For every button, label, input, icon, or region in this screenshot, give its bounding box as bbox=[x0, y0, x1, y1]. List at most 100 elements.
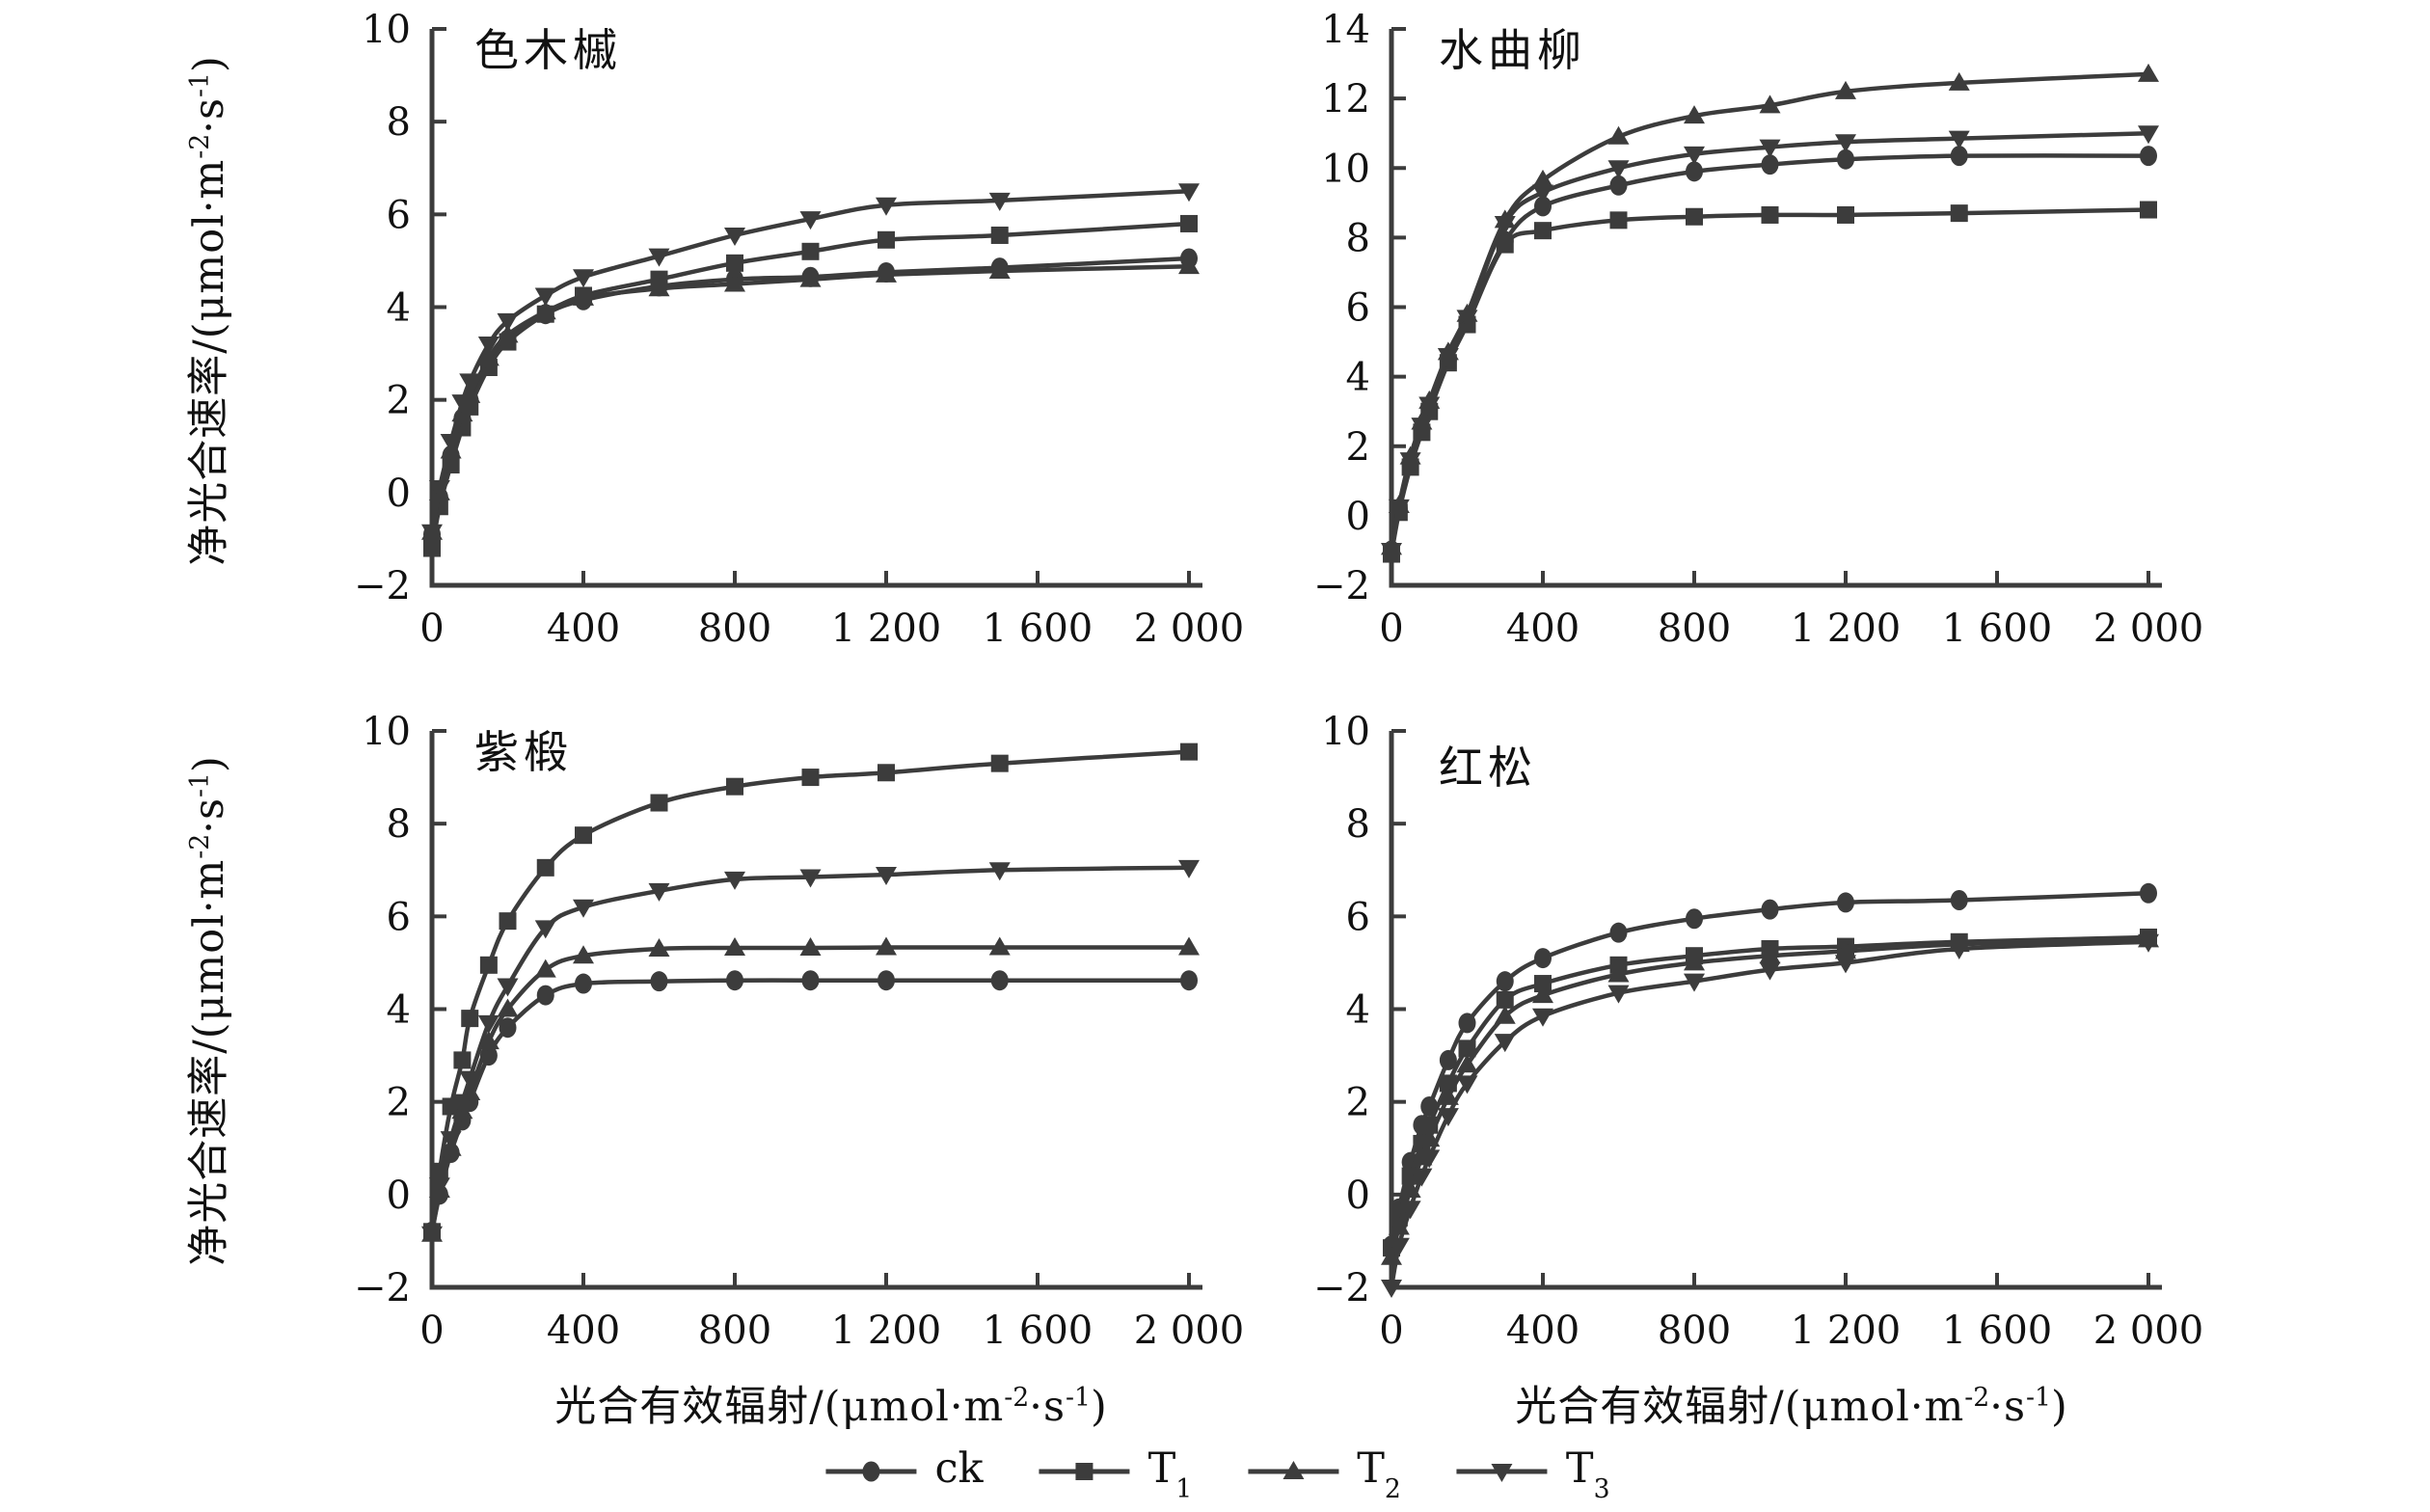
x-axis-label-right: 光合有效辐射/(μmol·m-2·s-1) bbox=[1515, 1373, 2068, 1433]
axis-lines bbox=[429, 731, 1202, 1290]
x-tick-label: 0 bbox=[419, 1309, 444, 1353]
triangle-down-marker-icon bbox=[440, 1131, 462, 1150]
triangle-down-marker-icon bbox=[428, 1177, 450, 1197]
square-marker-icon bbox=[990, 754, 1009, 772]
triangle-up-marker-icon bbox=[573, 945, 594, 964]
x-tick-label: 1 200 bbox=[831, 1309, 942, 1353]
legend-item-ck: ck bbox=[824, 1444, 984, 1498]
circle-marker-icon bbox=[1686, 908, 1703, 930]
y-tick-label: 8 bbox=[387, 802, 411, 847]
circle-marker-icon bbox=[1950, 146, 1968, 167]
x-tick-label: 1 600 bbox=[1942, 607, 2053, 651]
legend-label-t3: T3 bbox=[1565, 1444, 1610, 1505]
triangle-down-marker-icon bbox=[648, 248, 670, 267]
triangle-down-marker-icon bbox=[2138, 125, 2159, 145]
triangle-down-marker-icon bbox=[421, 1226, 443, 1245]
square-marker-icon bbox=[1458, 1040, 1476, 1058]
triangle-down-marker-icon bbox=[459, 373, 481, 392]
triangle-down-marker-icon bbox=[459, 1070, 481, 1090]
y-tick-label: 10 bbox=[1321, 710, 1370, 754]
x-axis-label-text: ·s bbox=[1989, 1383, 2027, 1431]
triangle-down-marker-icon bbox=[477, 336, 500, 355]
legend-item-t2: T2 bbox=[1246, 1444, 1401, 1504]
triangle-down-marker-icon bbox=[799, 869, 822, 888]
triangle-up-marker-icon bbox=[477, 1031, 500, 1050]
x-tick-label: 400 bbox=[547, 1309, 620, 1353]
square-marker-icon bbox=[801, 242, 820, 260]
y-tick-label: 10 bbox=[362, 8, 411, 52]
square-marker-icon bbox=[499, 912, 517, 931]
triangle-up-marker-icon bbox=[724, 937, 745, 957]
circle-marker-icon bbox=[1180, 970, 1198, 991]
triangle-down-marker-icon bbox=[724, 871, 745, 890]
x-tick-label: 0 bbox=[1379, 1309, 1403, 1353]
triangle-up-marker-icon bbox=[1684, 952, 1705, 971]
y-tick-label: 0 bbox=[1346, 1174, 1370, 1218]
triangle-down-marker-icon bbox=[477, 1014, 500, 1034]
triangle-down-marker-icon bbox=[440, 433, 462, 452]
circle-marker-icon bbox=[878, 970, 895, 991]
y-axis-label-text: 净光合速率/(μmol·m bbox=[185, 158, 233, 566]
triangle-down-marker-icon bbox=[724, 227, 745, 246]
y-tick-label: 6 bbox=[1346, 286, 1370, 331]
x-tick-label: 2 000 bbox=[1134, 1309, 1245, 1353]
x-tick-label: 0 bbox=[1379, 607, 1403, 651]
y-tick-label: 2 bbox=[387, 1081, 411, 1125]
y-tick-label: 10 bbox=[362, 710, 411, 754]
triangle-up-marker-icon bbox=[1532, 169, 1553, 188]
y-axis-label-bottom: 净光合速率/(μmol·m-2·s-1) bbox=[176, 755, 235, 1266]
square-marker-icon bbox=[1609, 211, 1628, 230]
y-axis-label-text: ·s bbox=[185, 96, 233, 134]
circle-marker-icon bbox=[1837, 148, 1854, 170]
triangle-down-marker-icon bbox=[1411, 418, 1433, 437]
triangle-down-marker-icon bbox=[451, 394, 473, 414]
triangle-down-marker-icon bbox=[1835, 134, 1856, 153]
triangle-up-marker-icon bbox=[573, 286, 594, 306]
triangle-down-marker-icon bbox=[1411, 1168, 1433, 1187]
square-marker-icon bbox=[1180, 214, 1198, 232]
triangle-down-marker-icon bbox=[648, 882, 670, 902]
square-marker-icon bbox=[536, 858, 554, 877]
triangle-down-marker-icon bbox=[876, 867, 897, 886]
triangle-down-marker-icon bbox=[1607, 985, 1630, 1004]
x-tick-label: 400 bbox=[1506, 1309, 1580, 1353]
triangle-down-marker-icon bbox=[1418, 1149, 1441, 1169]
y-tick-label: 8 bbox=[387, 100, 411, 145]
triangle-up-marker-icon bbox=[497, 324, 519, 343]
y-tick-label: −2 bbox=[1313, 564, 1370, 608]
x-tick-label: 800 bbox=[698, 1309, 771, 1353]
circle-marker-icon bbox=[1439, 1049, 1457, 1070]
x-tick-label: 1 200 bbox=[1791, 607, 1902, 651]
y-tick-label: 4 bbox=[1346, 988, 1370, 1033]
x-tick-label: 1 600 bbox=[983, 1309, 1094, 1353]
triangle-up-marker-icon bbox=[2138, 63, 2159, 82]
square-marker-icon bbox=[2140, 201, 2157, 219]
triangle-up-marker-icon bbox=[1178, 936, 1200, 956]
x-tick-label: 1 200 bbox=[831, 607, 942, 651]
circle-marker-icon bbox=[1686, 161, 1703, 182]
x-axis-label-text: ·s bbox=[1029, 1383, 1066, 1431]
x-axis-label-text: ) bbox=[1090, 1383, 1108, 1431]
triangle-up-marker-icon bbox=[1684, 105, 1705, 124]
triangle-down-marker-icon bbox=[1456, 1463, 1548, 1482]
triangle-up-marker-icon bbox=[1607, 963, 1630, 983]
triangle-up-marker-icon bbox=[1178, 256, 1200, 275]
y-tick-label: 6 bbox=[1346, 895, 1370, 939]
triangle-up-marker-icon bbox=[1248, 1460, 1339, 1479]
circle-marker-icon bbox=[990, 970, 1009, 991]
y-axis-label-superscript: -1 bbox=[185, 72, 216, 97]
triangle-up-marker-icon bbox=[648, 937, 670, 957]
curve-T3 bbox=[429, 865, 1190, 1235]
square-marker-icon bbox=[1837, 205, 1854, 224]
triangle-down-marker-icon bbox=[988, 862, 1011, 881]
subplot-title-mono-maple: 色木槭 bbox=[474, 24, 622, 76]
square-marker-icon bbox=[1534, 975, 1552, 993]
y-axis-label-text: ·s bbox=[185, 796, 233, 834]
square-marker-icon bbox=[575, 826, 592, 845]
y-tick-label: 10 bbox=[1321, 147, 1370, 191]
triangle-down-marker-icon bbox=[534, 920, 556, 939]
y-tick-label: 0 bbox=[387, 472, 411, 516]
circle-marker-icon bbox=[1609, 175, 1628, 196]
